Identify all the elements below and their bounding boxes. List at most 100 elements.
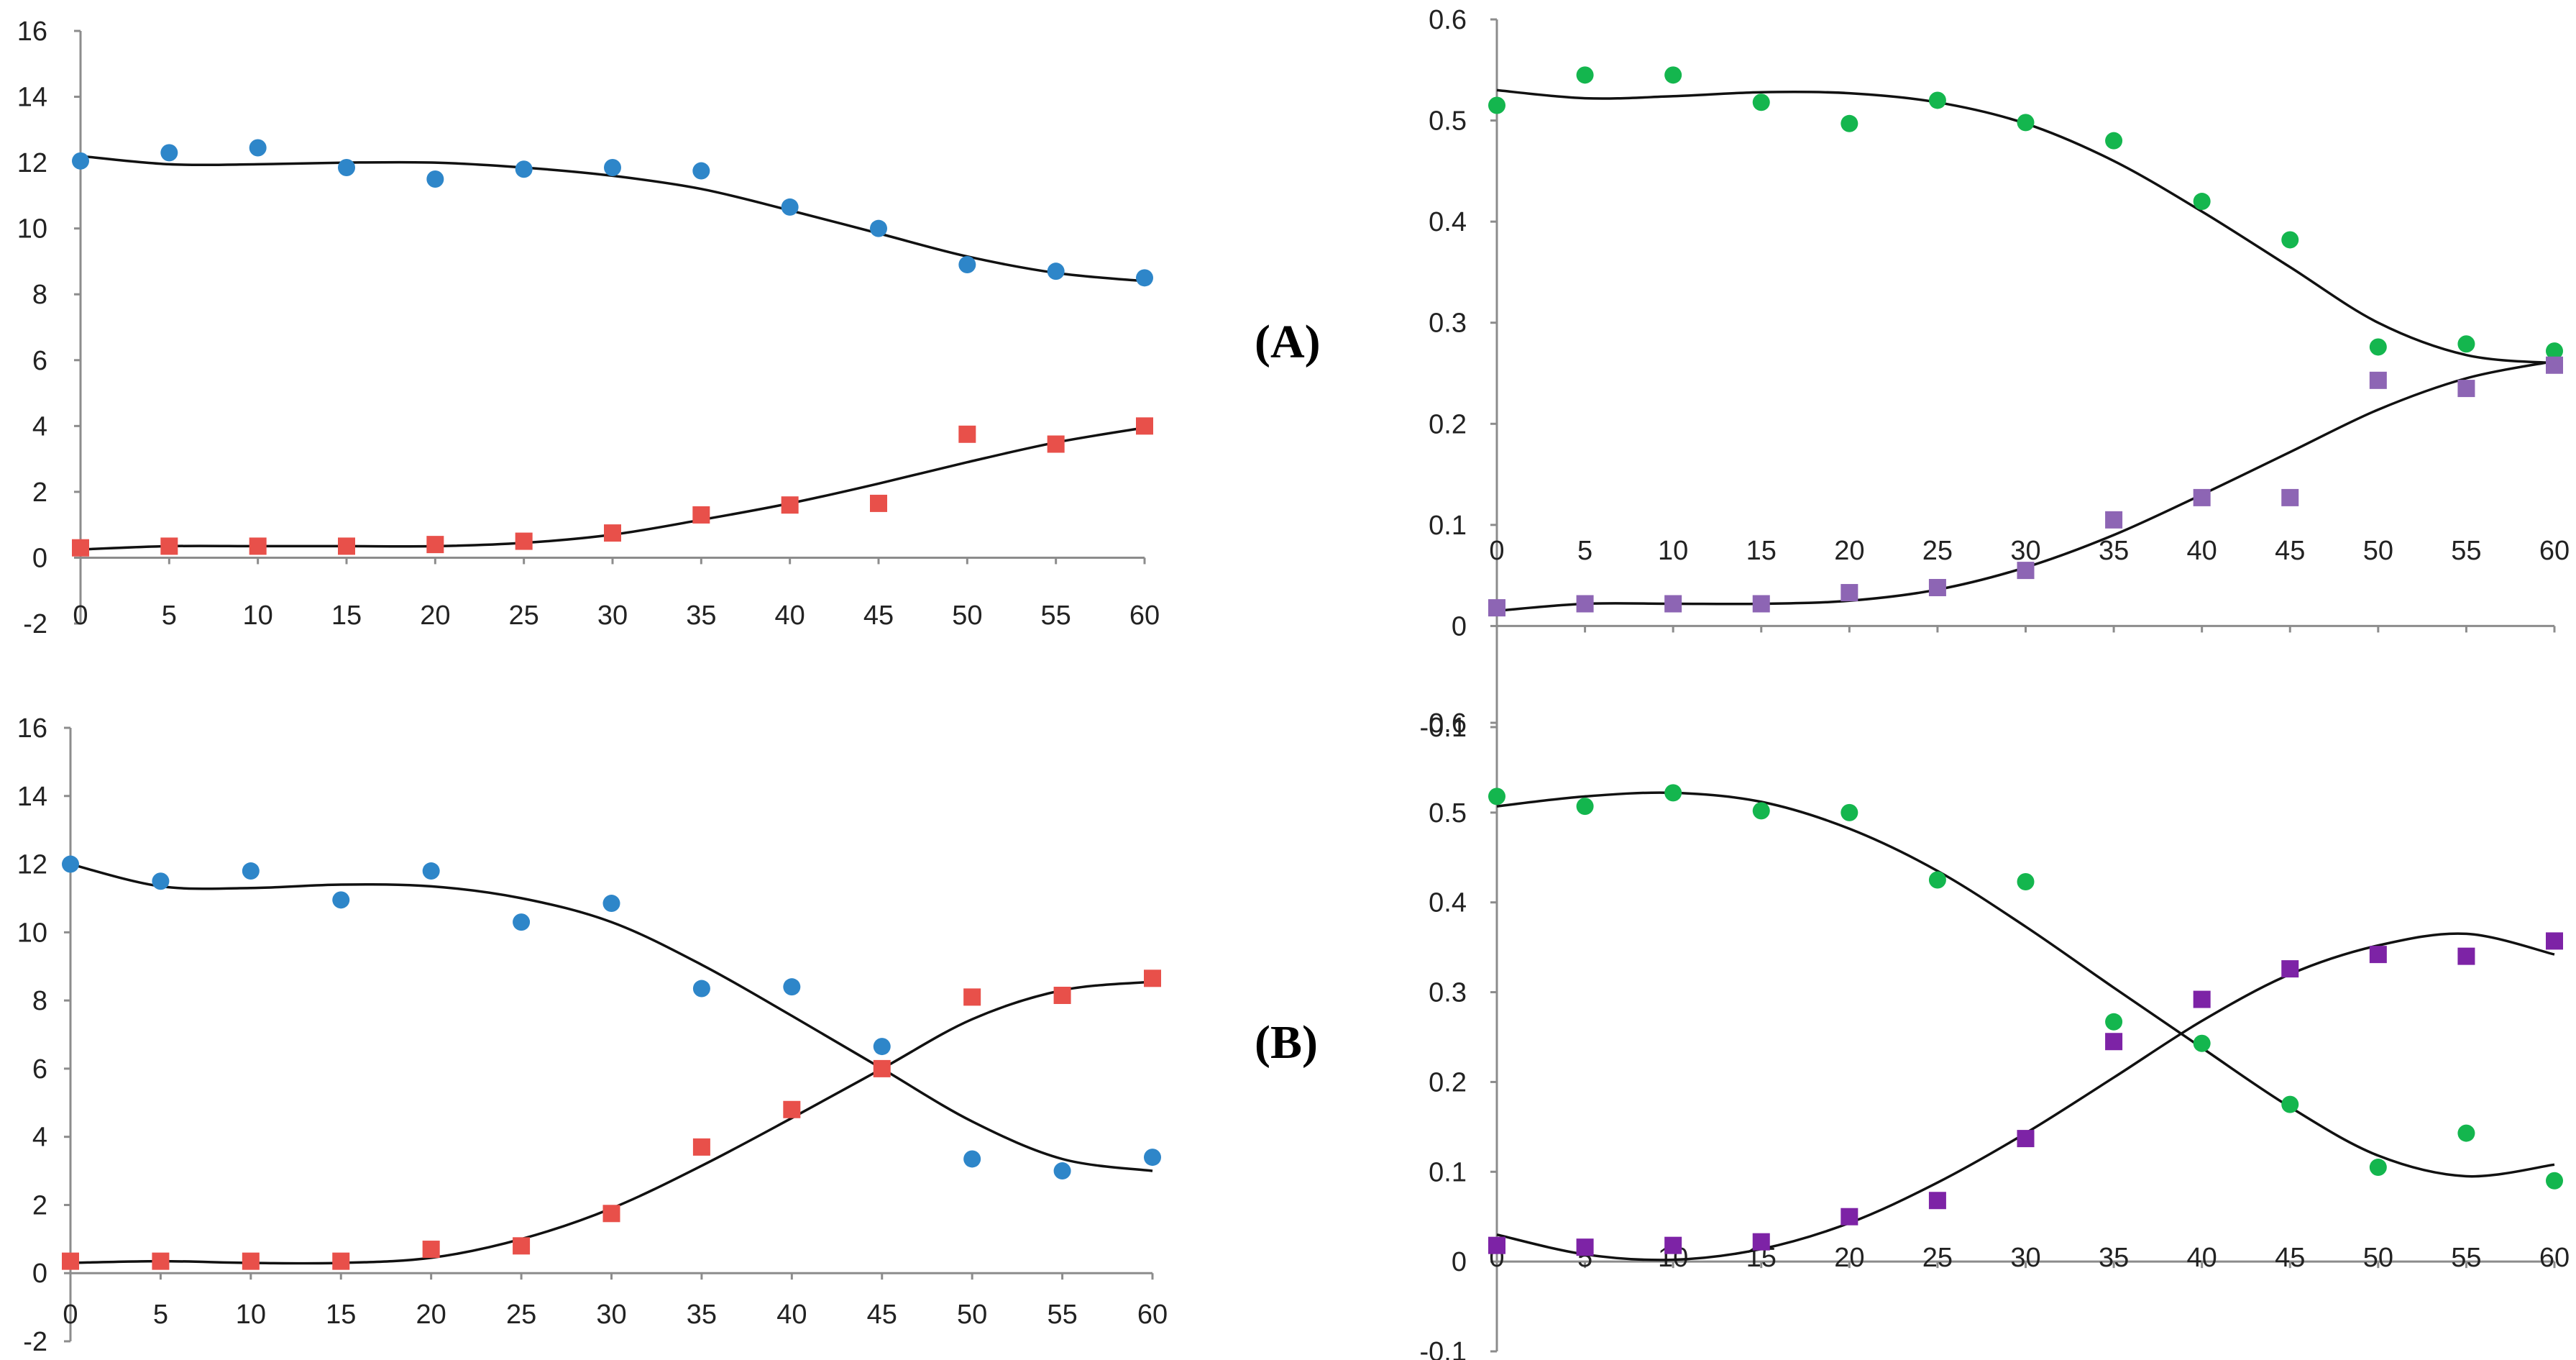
data-point-square xyxy=(2546,932,2563,950)
y-tick-label: 2 xyxy=(32,1190,47,1220)
y-tick-label: 2 xyxy=(32,478,47,508)
data-point-circle xyxy=(249,139,267,157)
data-point-square xyxy=(963,988,981,1006)
data-point-square xyxy=(781,496,799,514)
data-point-square xyxy=(72,539,89,557)
data-point-square xyxy=(332,1252,350,1270)
data-point-circle xyxy=(332,891,350,909)
x-tick-label: 20 xyxy=(420,601,450,631)
data-point-square xyxy=(1664,1236,1682,1254)
data-point-circle xyxy=(72,152,89,170)
data-point-circle xyxy=(2017,114,2035,132)
data-point-square xyxy=(1576,595,1594,613)
x-tick-label: 20 xyxy=(1834,536,1864,566)
data-point-square xyxy=(870,494,887,512)
y-tick-label: 0.1 xyxy=(1429,1157,1467,1187)
y-tick-label: 14 xyxy=(17,83,47,113)
x-tick-label: 0 xyxy=(73,601,88,631)
x-tick-label: 55 xyxy=(2451,536,2481,566)
data-point-square xyxy=(2369,946,2387,964)
chart-a-left: -2 0 2 4 6 8 10 12 14 16 0 5 10 15 20 25 30 35 40 45 50 55 60 xyxy=(17,17,1160,639)
x-tick-label: 15 xyxy=(331,601,362,631)
y-tick-label: 8 xyxy=(32,280,47,310)
data-point-circle xyxy=(2457,335,2475,353)
data-point-circle xyxy=(1752,93,1770,111)
chart-b-right: -0.100.10.20.30.40.50.60 5 10 15 20 25 30 35 40 4… xyxy=(1420,708,2570,1360)
x-tick-label: 25 xyxy=(1922,536,1953,566)
y-tick-label: 0.6 xyxy=(1429,5,1467,35)
y-tick-label: -2 xyxy=(23,1327,47,1357)
x-tick-label: 55 xyxy=(2451,1243,2481,1273)
data-point-circle xyxy=(62,855,79,873)
data-point-square xyxy=(2369,371,2387,389)
data-point-square xyxy=(2105,511,2123,529)
y-tick-label: 12 xyxy=(17,148,47,178)
data-point-square xyxy=(2281,960,2299,978)
x-tick-label: 0 xyxy=(1489,536,1504,566)
x-tick-label: 10 xyxy=(243,601,273,631)
data-point-circle xyxy=(870,219,887,237)
x-tick-label: 45 xyxy=(2275,1243,2305,1273)
y-tick-label: 0 xyxy=(32,1259,47,1289)
data-point-square xyxy=(1928,579,1946,597)
data-point-square xyxy=(1752,595,1770,613)
data-point-square xyxy=(249,537,267,555)
data-point-square xyxy=(873,1059,891,1077)
y-tick-label: 0.3 xyxy=(1429,309,1467,339)
x-tick-label: 60 xyxy=(2539,1243,2570,1273)
x-tick-label: 40 xyxy=(775,601,805,631)
data-point-square xyxy=(513,1237,531,1255)
data-point-circle xyxy=(692,162,710,180)
y-tick-label: 0 xyxy=(1452,611,1467,642)
y-tick-label: 4 xyxy=(32,411,47,442)
x-tick-label: 50 xyxy=(2363,1243,2393,1273)
x-tick-label: 45 xyxy=(867,1300,897,1330)
x-tick-label: 15 xyxy=(326,1300,356,1330)
y-tick-label: 0.4 xyxy=(1429,888,1467,918)
data-point-square xyxy=(1047,435,1065,453)
x-tick-label: 40 xyxy=(2187,536,2217,566)
y-tick-label: -2 xyxy=(23,609,47,639)
data-point-circle xyxy=(958,256,976,274)
data-point-square xyxy=(2105,1033,2123,1051)
data-point-square xyxy=(2017,1130,2035,1148)
data-point-circle xyxy=(2017,872,2035,890)
data-point-square xyxy=(1752,1233,1770,1251)
data-point-square xyxy=(1136,417,1153,435)
data-point-circle xyxy=(160,144,178,162)
x-tick-label: 30 xyxy=(596,1300,626,1330)
x-tick-label: 40 xyxy=(776,1300,807,1330)
data-point-circle xyxy=(1664,784,1682,802)
y-tick-label: -0.1 xyxy=(1420,713,1467,743)
data-point-circle xyxy=(2193,1034,2211,1052)
y-tick-label: 0.2 xyxy=(1429,409,1467,439)
data-point-circle xyxy=(2105,132,2123,150)
y-tick-label: 0 xyxy=(32,543,47,573)
x-tick-label: 60 xyxy=(1129,601,1160,631)
x-tick-label: 35 xyxy=(686,601,716,631)
x-tick-label: 45 xyxy=(2275,536,2305,566)
x-tick-label: 55 xyxy=(1047,1300,1077,1330)
x-tick-label: 45 xyxy=(863,601,894,631)
data-point-square xyxy=(1488,599,1505,617)
x-tick-label: 20 xyxy=(1834,1243,1864,1273)
panel-label-a: (A) xyxy=(1255,316,1321,368)
x-tick-label: 50 xyxy=(952,601,982,631)
data-point-square xyxy=(2457,947,2475,965)
data-point-circle xyxy=(2193,193,2211,211)
data-point-circle xyxy=(1047,263,1065,280)
data-point-square xyxy=(2193,990,2211,1008)
data-point-square xyxy=(242,1252,260,1270)
x-tick-label: 55 xyxy=(1041,601,1071,631)
fit-curve-squares xyxy=(1496,932,2555,1261)
x-tick-label: 35 xyxy=(687,1300,717,1330)
data-point-square xyxy=(1053,987,1071,1005)
chart-a-right: -0.1 0 0.1 0.2 0.3 0.4 0.5 0.6 0 5 10 15 20 25 30 35 40 4… xyxy=(1420,5,2570,743)
data-point-circle xyxy=(515,160,533,178)
data-point-square xyxy=(958,425,976,443)
data-point-circle xyxy=(1488,788,1505,805)
y-tick-label: 6 xyxy=(32,1054,47,1085)
y-tick-label: 0.3 xyxy=(1429,978,1467,1008)
data-point-square xyxy=(1841,584,1858,602)
